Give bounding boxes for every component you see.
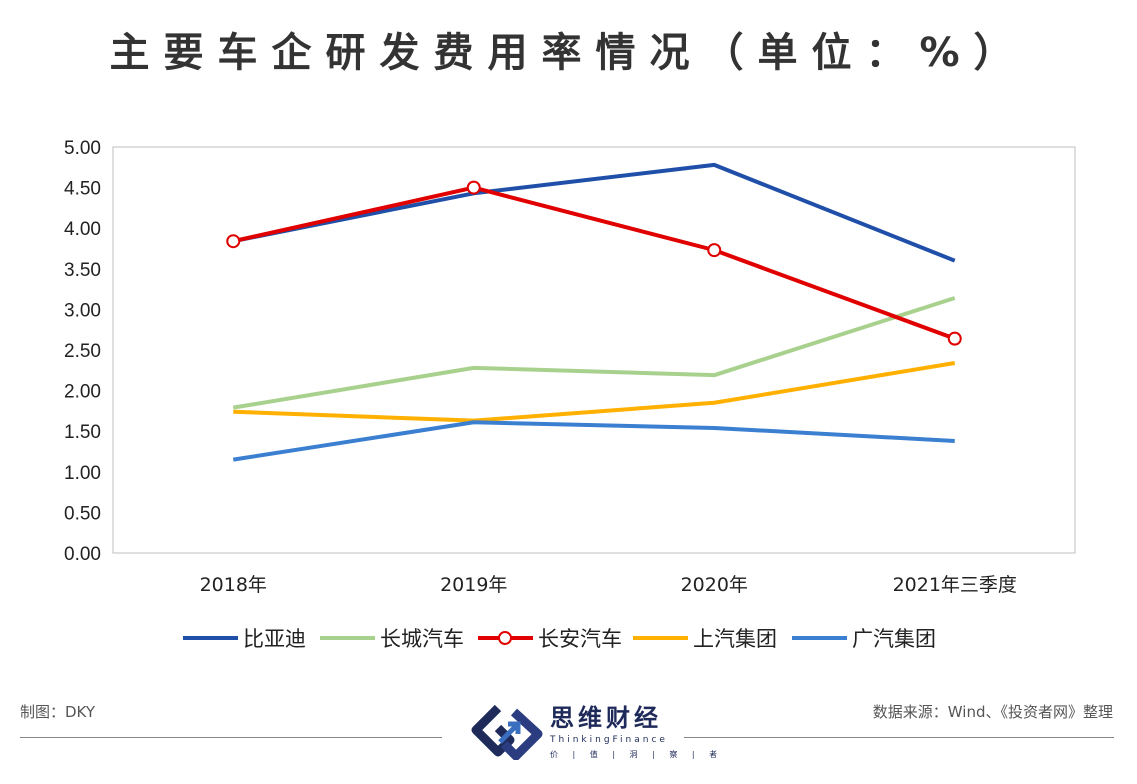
data-point-marker: [707, 243, 722, 258]
logo-english: ThinkingFinance: [550, 735, 668, 745]
logo-slogan: 价 | 值 | 洞 | 察 | 者: [550, 750, 724, 759]
legend-label: 长安汽车: [538, 627, 622, 651]
line-chart: 0.00 0.50 1.00 1.50 2.00 2.50 3.00 3.50 4.00 4.50…: [64, 138, 1076, 651]
y-tick-label: 3.50: [64, 260, 101, 281]
footer-divider-left: [20, 737, 442, 738]
legend-label: 上汽集团: [693, 627, 777, 651]
y-tick-label: 0.00: [64, 544, 101, 565]
legend-label: 长城汽车: [380, 627, 464, 651]
x-tick-label: 2018年: [200, 574, 267, 596]
data-point-marker: [947, 331, 962, 346]
y-tick-label: 1.50: [64, 422, 101, 443]
series-line-长安汽车: [232, 185, 956, 341]
x-tick-label: 2021年三季度: [893, 574, 1017, 596]
y-tick-label: 5.00: [64, 138, 101, 159]
y-tick-label: 2.50: [64, 341, 101, 362]
y-tick-label: 1.00: [64, 463, 101, 484]
series-line-比亚迪: [232, 162, 956, 263]
data-point-marker: [226, 234, 241, 249]
series-line-长城汽车: [232, 296, 956, 410]
y-tick-label: 0.50: [64, 503, 101, 524]
data-source: 数据来源：Wind、《投资者网》整理: [872, 703, 1113, 721]
series-line-上汽集团: [233, 361, 956, 423]
chart-maker: 制图：DKY: [20, 703, 96, 721]
y-tick-label: 4.50: [64, 179, 101, 200]
plot-area: [112, 146, 1076, 554]
x-tick-label: 2020年: [681, 574, 748, 596]
logo-name: 思维财经: [550, 704, 662, 732]
logo-mark-icon: [471, 704, 543, 761]
brand-logo: 思维财经 ThinkingFinance 价 | 值 | 洞 | 察 | 者: [470, 704, 717, 764]
y-tick-label: 4.00: [64, 219, 101, 240]
legend-marker: [498, 631, 512, 645]
y-tick-label: 2.00: [64, 382, 101, 403]
y-tick-label: 3.00: [64, 300, 101, 321]
data-point-marker: [466, 180, 481, 195]
legend-label: 广汽集团: [852, 627, 936, 651]
legend-label: 比亚迪: [243, 627, 306, 651]
footer-divider-right: [684, 737, 1114, 738]
chart-title: 主要车企研发费用率情况（单位：%）: [109, 30, 1028, 76]
x-tick-label: 2019年: [440, 574, 507, 596]
series-line-广汽集团: [232, 420, 955, 462]
